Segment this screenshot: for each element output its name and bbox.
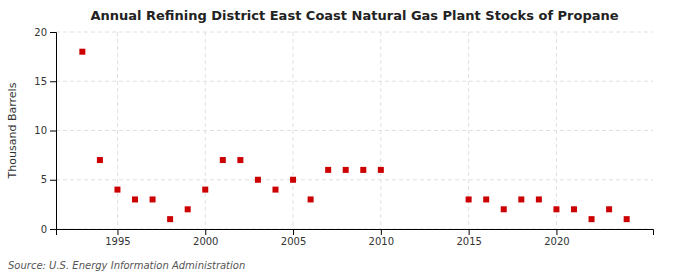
tick: 5 (41, 174, 56, 185)
x-axis: 1995 2000 2005 2010 2015 2020 (57, 229, 654, 247)
point (501, 206, 507, 212)
tick: 2010 (369, 229, 394, 247)
tick-label: 2010 (369, 236, 394, 247)
grid-line-x (556, 32, 557, 229)
point (536, 196, 542, 202)
tick-label: 0 (41, 224, 47, 235)
tick-label: 2020 (544, 236, 569, 247)
tick: 2015 (456, 229, 481, 247)
tick: 2020 (544, 229, 569, 247)
point (255, 177, 261, 183)
grid (56, 32, 653, 229)
grid-line-y (56, 32, 653, 33)
axis-line (57, 230, 654, 236)
point (202, 187, 208, 193)
point (272, 187, 278, 193)
grid-line-x (380, 32, 381, 229)
chart: 1995 2000 2005 2010 2015 2020 0 5 10 15 20 Annual R… (0, 0, 675, 275)
tick-label: 20 (34, 27, 47, 38)
source-note: Source: U.S. Energy Information Administ… (8, 260, 245, 271)
tick: 1995 (105, 229, 130, 247)
point (518, 196, 524, 202)
tick-label: 2005 (281, 236, 306, 247)
point (97, 157, 103, 163)
tick: 10 (34, 125, 56, 136)
point (114, 187, 120, 193)
tick: 0 (41, 224, 56, 235)
tick: 2000 (193, 229, 218, 247)
grid-line-y (56, 130, 653, 131)
point (150, 196, 156, 202)
tick-mark (117, 229, 118, 235)
tick-mark (293, 229, 294, 235)
tick-label: 2000 (193, 236, 218, 247)
point (571, 206, 577, 212)
tick-mark (381, 229, 382, 235)
grid-line-y (56, 81, 653, 82)
tick-mark (50, 131, 56, 132)
tick-mark (50, 180, 56, 181)
point (360, 167, 366, 173)
tick: 20 (34, 27, 56, 38)
tick-label: 2015 (456, 236, 481, 247)
point (220, 157, 226, 163)
point (378, 167, 384, 173)
tick: 2005 (281, 229, 306, 247)
tick-mark (50, 229, 56, 230)
title: Annual Refining District East Coast Natu… (90, 8, 618, 23)
tick-mark (50, 32, 56, 33)
point (132, 196, 138, 202)
point (606, 206, 612, 212)
tick: 15 (34, 76, 56, 87)
point (343, 167, 349, 173)
tick-label: 15 (34, 76, 47, 87)
y-axis: 0 5 10 15 20 (34, 27, 56, 235)
point (325, 167, 331, 173)
point (185, 206, 191, 212)
point (466, 196, 472, 202)
point (167, 216, 173, 222)
tick-mark (469, 229, 470, 235)
tick-mark (556, 229, 557, 235)
point (308, 196, 314, 202)
point (290, 177, 296, 183)
tick-mark (50, 81, 56, 82)
grid-line-x (117, 32, 118, 229)
point (589, 216, 595, 222)
point (624, 216, 630, 222)
grid-line-y (56, 179, 653, 180)
point (79, 49, 85, 55)
point (483, 196, 489, 202)
tick-label: 10 (34, 125, 47, 136)
plot: 1995 2000 2005 2010 2015 2020 0 5 10 15 20 (34, 27, 653, 247)
axis-line (50, 33, 57, 230)
tick-label: 1995 (105, 236, 130, 247)
grid-line-x (293, 32, 294, 229)
points (79, 49, 629, 222)
point (237, 157, 243, 163)
grid-line-x (205, 32, 206, 229)
y-axis-title: Thousand Barrels (6, 82, 19, 179)
tick-label: 5 (41, 174, 47, 185)
tick-mark (205, 229, 206, 235)
point (553, 206, 559, 212)
